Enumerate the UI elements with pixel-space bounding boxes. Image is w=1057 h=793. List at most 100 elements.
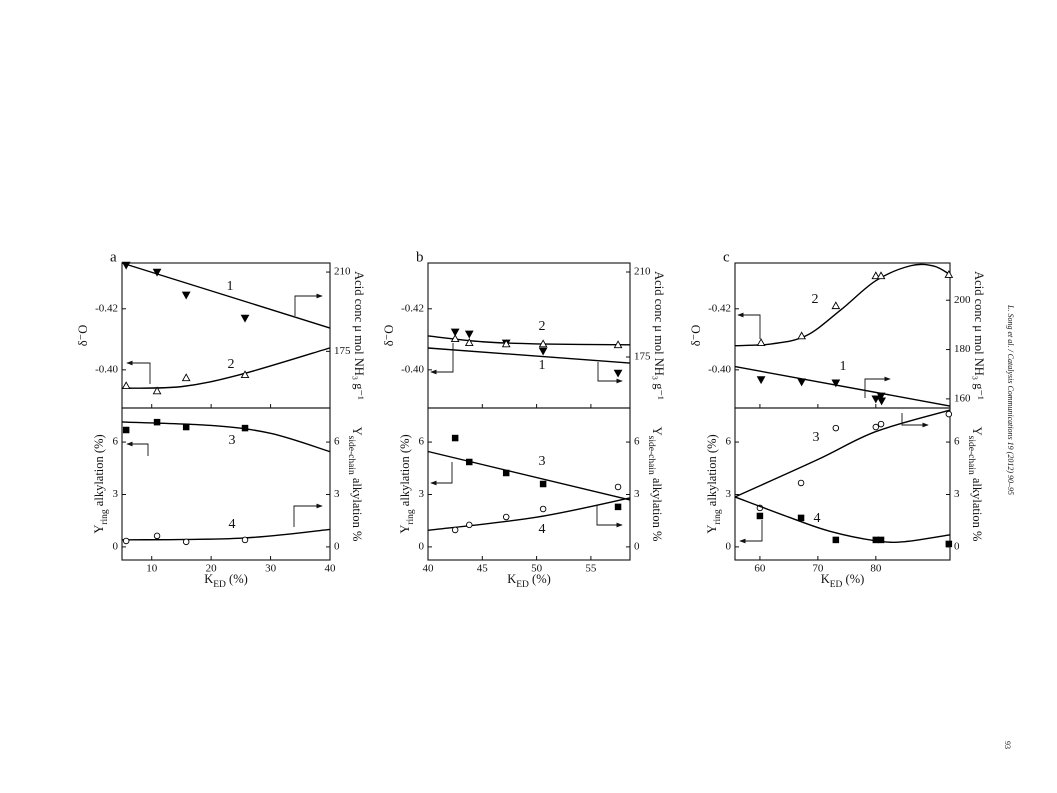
point (464, 330, 474, 339)
y-tick-label: -0.40 (401, 363, 424, 375)
label-part: Y (92, 525, 106, 534)
y2-axis-title: Yside-chain alkylation % (346, 427, 364, 542)
y-axis-title: δ⁻O (382, 325, 396, 347)
point (182, 423, 190, 431)
point (945, 410, 953, 418)
point (122, 537, 130, 545)
label-part: ED (516, 580, 529, 590)
y2-axis-title: Acid conc μ mol NH₃ g⁻¹ (352, 271, 366, 400)
x-tick-label: 40 (325, 563, 337, 575)
fit-curve (734, 365, 951, 407)
point (538, 339, 548, 348)
point (614, 483, 622, 491)
axis-arrow (864, 376, 891, 398)
fit-curve (427, 497, 631, 531)
point (451, 526, 459, 534)
y2-tick-label: 180 (954, 343, 971, 355)
label-part: (%) (226, 572, 248, 586)
label-part: ED (213, 580, 226, 590)
label-part: ED (830, 580, 843, 590)
label-part: alkylation (%) (92, 434, 106, 509)
y2-tick-label: 3 (954, 488, 960, 500)
point (152, 386, 162, 395)
plot-frame (734, 407, 951, 561)
y-tick-label: 0 (113, 540, 119, 552)
x-tick-label: 10 (146, 563, 158, 575)
fit-curve (427, 347, 631, 364)
y-tick-label: -0.42 (708, 302, 731, 314)
y-tick-label: 6 (113, 436, 119, 448)
point (831, 301, 841, 310)
y2-tick-label: 3 (634, 488, 640, 500)
curve-label: 4 (539, 522, 546, 537)
panel-label: a (110, 249, 117, 265)
y-axis-title: Yring alkylation (%) (705, 434, 723, 533)
running-head: L. Song et al. / Catalysis Communication… (1006, 304, 1015, 495)
y2-tick-label: 210 (634, 266, 651, 278)
y-tick-label: 3 (113, 488, 119, 500)
point (538, 347, 548, 356)
point (877, 420, 885, 428)
x-tick-label: 30 (265, 563, 277, 575)
label-part: Y (398, 525, 412, 534)
axis-arrow (597, 362, 623, 384)
label-part: side-chain (966, 436, 976, 475)
plot-frame (121, 407, 331, 561)
curve-label: 1 (840, 359, 847, 374)
point (450, 334, 460, 343)
axis-arrow (901, 413, 929, 428)
label-part: alkylation % (970, 475, 984, 542)
point (153, 418, 161, 426)
label-part: side-chain (646, 436, 656, 475)
point (501, 339, 511, 348)
fit-curve (734, 409, 951, 498)
point (153, 532, 161, 540)
label-part: Y (970, 427, 984, 436)
point (240, 314, 250, 323)
point (756, 376, 766, 385)
y2-tick-label: 160 (954, 392, 971, 404)
label-part: (%) (842, 572, 864, 586)
y2-axis-title: Yside-chain alkylation % (966, 427, 984, 542)
point (613, 369, 623, 378)
x-axis-title: KED (%) (507, 572, 551, 590)
axis-arrow (739, 520, 763, 544)
fit-curve (121, 347, 331, 389)
y-tick-label: 0 (419, 540, 425, 552)
point (241, 424, 249, 432)
point (871, 271, 881, 280)
y-tick-label: 3 (419, 488, 425, 500)
label-part: (%) (529, 572, 551, 586)
axis-arrow (430, 343, 454, 375)
y2-axis-title: Yside-chain alkylation % (646, 427, 664, 542)
label-part: K (507, 572, 516, 586)
y2-tick-label: 175 (334, 345, 351, 357)
plot-frame (427, 407, 631, 561)
point (121, 381, 131, 390)
y2-axis-title: Acid conc μ mol NH₃ g⁻¹ (652, 271, 666, 400)
panel-label: b (416, 249, 424, 265)
x-tick-label: 80 (870, 563, 882, 575)
y-axis-title: Yring alkylation (%) (398, 434, 416, 533)
point (832, 536, 840, 544)
point (613, 340, 623, 349)
axis-arrow (430, 462, 453, 486)
y-tick-label: 0 (726, 540, 732, 552)
curve-label: 3 (539, 454, 546, 469)
axis-arrow (126, 441, 149, 456)
y-tick-label: 6 (726, 436, 732, 448)
label-part: Y (650, 427, 664, 436)
y-tick-label: 3 (726, 488, 732, 500)
y2-tick-label: 0 (634, 540, 640, 552)
point (464, 338, 474, 347)
axis-arrow (294, 293, 323, 316)
label-part: K (204, 572, 213, 586)
label-part: Y (350, 427, 364, 436)
curve-label: 3 (229, 433, 236, 448)
y-tick-label: 6 (419, 436, 425, 448)
axis-arrow (596, 505, 623, 528)
x-axis-title: KED (%) (821, 572, 865, 590)
point (876, 392, 886, 401)
y2-tick-label: 0 (334, 540, 340, 552)
